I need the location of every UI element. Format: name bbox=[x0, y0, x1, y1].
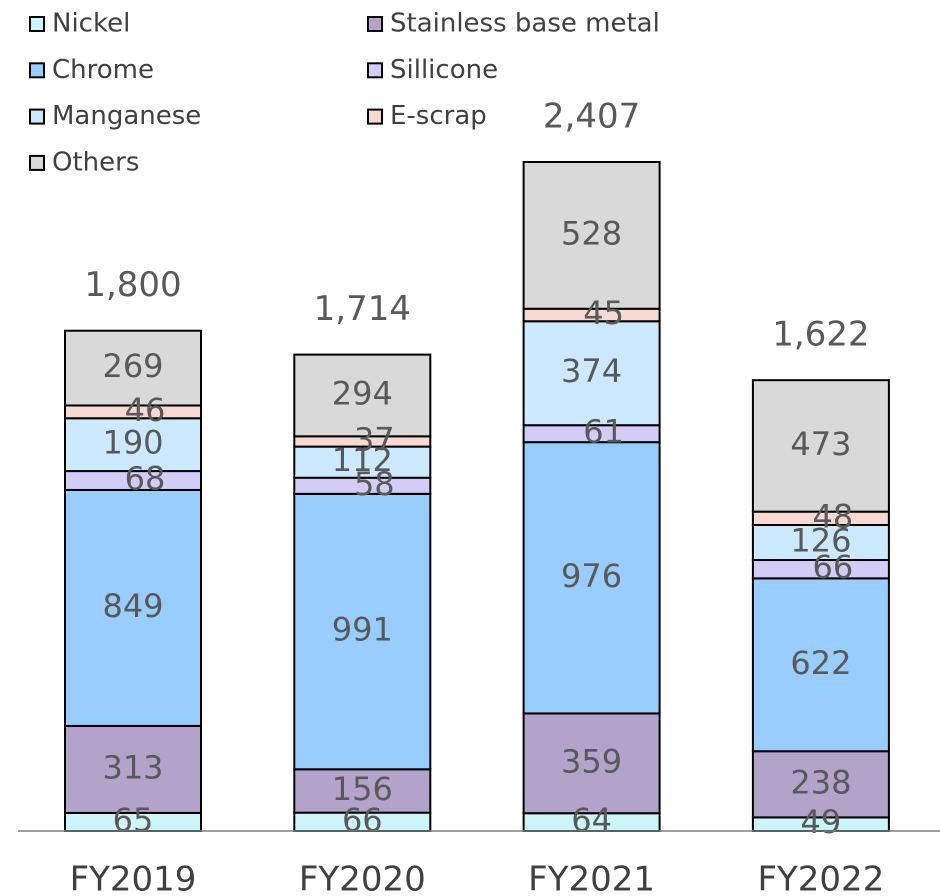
segment-label: 37 bbox=[354, 420, 395, 458]
legend-swatch bbox=[367, 108, 383, 125]
bar-segment bbox=[293, 353, 432, 438]
segment-label: 622 bbox=[790, 644, 851, 682]
segment-label: 49 bbox=[801, 803, 842, 841]
segment-label: 58 bbox=[354, 465, 395, 503]
legend-swatch bbox=[29, 154, 45, 171]
legend-swatch bbox=[367, 62, 383, 79]
segment-label: 66 bbox=[342, 801, 383, 839]
legend-label: Sillicone bbox=[390, 55, 498, 85]
legend-swatch bbox=[367, 16, 383, 32]
segment-label: 48 bbox=[813, 497, 854, 535]
bar-segment bbox=[64, 329, 202, 407]
bar-segment bbox=[64, 417, 202, 473]
x-tick-label: FY2021 bbox=[528, 860, 655, 896]
bar-segment bbox=[751, 523, 890, 562]
segment-label: 190 bbox=[102, 424, 163, 462]
segment-label: 66 bbox=[813, 548, 854, 586]
total-label: 1,714 bbox=[314, 289, 411, 329]
total-label: 1,800 bbox=[84, 265, 181, 305]
legend-swatch bbox=[29, 108, 45, 125]
segment-label: 976 bbox=[561, 557, 622, 595]
segment-label: 126 bbox=[790, 521, 851, 559]
segment-label: 64 bbox=[571, 801, 612, 839]
legend-label: Nickel bbox=[52, 9, 130, 39]
bar-segment bbox=[522, 320, 661, 427]
legend-swatch bbox=[29, 62, 45, 79]
segment-label: 46 bbox=[125, 391, 166, 429]
bar-segment bbox=[522, 441, 661, 715]
segment-label: 156 bbox=[332, 770, 393, 808]
segment-label: 269 bbox=[102, 347, 163, 385]
segment-label: 374 bbox=[561, 352, 622, 390]
bar-segment bbox=[751, 379, 890, 513]
segment-label: 45 bbox=[583, 294, 624, 332]
legend-label: Others bbox=[52, 147, 139, 177]
total-label: 2,407 bbox=[543, 97, 640, 137]
legend-label: Chrome bbox=[52, 55, 154, 85]
legend-label: E-scrap bbox=[390, 101, 487, 131]
legend-label: Stainless base metal bbox=[390, 9, 660, 39]
total-label: 1,622 bbox=[772, 315, 869, 355]
segment-label: 112 bbox=[332, 441, 393, 479]
segment-label: 294 bbox=[332, 374, 393, 412]
segment-label: 65 bbox=[113, 801, 154, 839]
segment-label: 68 bbox=[125, 460, 166, 498]
legend-swatch bbox=[29, 16, 45, 32]
x-tick-label: FY2022 bbox=[757, 860, 884, 896]
segment-label: 313 bbox=[102, 748, 163, 786]
bar-segment bbox=[293, 768, 432, 814]
bar-segment bbox=[64, 724, 202, 814]
segment-label: 61 bbox=[583, 413, 624, 451]
legend-label: Manganese bbox=[52, 101, 201, 131]
segment-label: 359 bbox=[561, 742, 622, 780]
bar-segment bbox=[751, 577, 890, 753]
x-tick-label: FY2020 bbox=[299, 860, 426, 896]
bar-segment bbox=[522, 161, 661, 310]
bar-segment bbox=[293, 492, 432, 771]
segment-label: 528 bbox=[561, 214, 622, 252]
segment-label: 991 bbox=[332, 611, 393, 649]
bar-segment bbox=[522, 712, 661, 815]
segment-label: 849 bbox=[102, 587, 163, 625]
x-tick-label: FY2019 bbox=[70, 860, 197, 896]
segment-label: 238 bbox=[790, 763, 851, 801]
segment-label: 473 bbox=[790, 425, 851, 463]
